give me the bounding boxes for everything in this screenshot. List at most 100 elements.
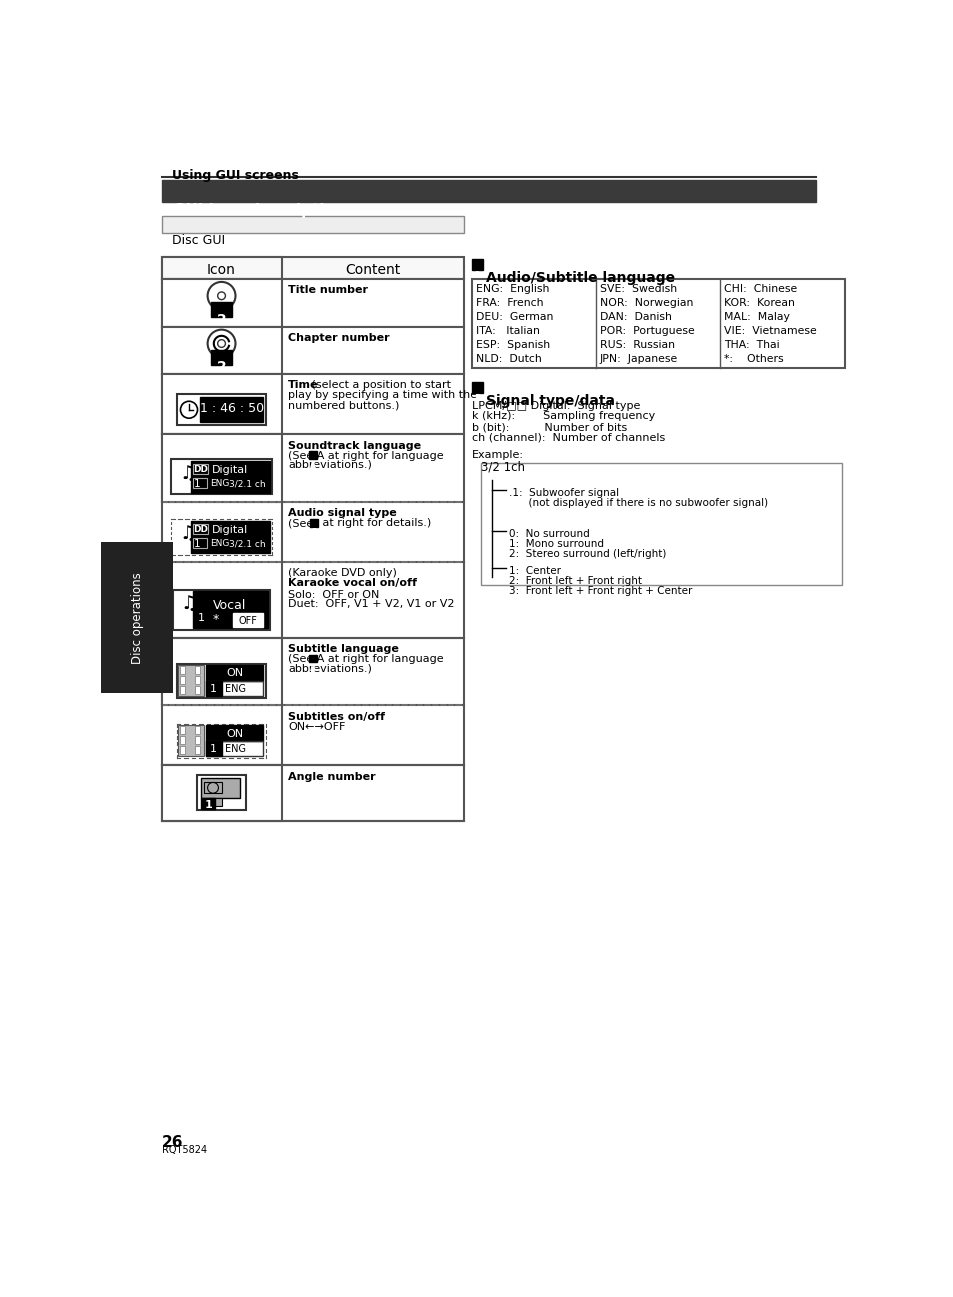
- Text: 1 : 46 : 50: 1 : 46 : 50: [199, 402, 263, 415]
- Text: k (kHz):        Sampling frequency: k (kHz): Sampling frequency: [472, 411, 655, 422]
- Text: abbreviations.): abbreviations.): [288, 663, 372, 673]
- Bar: [172, 590, 270, 630]
- Text: .1:  Subwoofer signal: .1: Subwoofer signal: [509, 488, 618, 498]
- Bar: [180, 737, 185, 744]
- Bar: [472, 259, 482, 270]
- Bar: [191, 460, 270, 493]
- Bar: [195, 726, 199, 734]
- Text: LPCM/□□ Digital:  Signal type: LPCM/□□ Digital: Signal type: [472, 401, 639, 410]
- Text: 3/2.1 ch: 3/2.1 ch: [229, 540, 266, 549]
- Text: ON: ON: [226, 668, 243, 678]
- Bar: [195, 667, 199, 674]
- Text: Content: Content: [345, 263, 400, 276]
- Text: Angle number: Angle number: [288, 772, 375, 782]
- Text: Solo:  OFF or ON: Solo: OFF or ON: [288, 590, 379, 601]
- Text: Soundtrack language: Soundtrack language: [288, 441, 421, 450]
- Text: ♫: ♫: [180, 594, 198, 612]
- Text: OFF: OFF: [238, 616, 257, 626]
- Bar: [180, 667, 185, 674]
- Text: DEU:  German: DEU: German: [476, 313, 553, 322]
- Text: Audio signal type: Audio signal type: [288, 508, 396, 519]
- Text: ENG: ENG: [210, 479, 229, 488]
- Text: Title number: Title number: [288, 285, 368, 294]
- Bar: [208, 798, 222, 805]
- Text: Vocal: Vocal: [213, 599, 247, 612]
- Text: ENG: ENG: [224, 744, 245, 754]
- Text: 1: 1: [193, 540, 200, 549]
- Text: Duet:  OFF, V1 + V2, V1 or V2: Duet: OFF, V1 + V2, V1 or V2: [288, 599, 455, 610]
- Text: NLD:  Dutch: NLD: Dutch: [476, 354, 541, 363]
- Bar: [206, 725, 263, 741]
- Text: ON: ON: [226, 729, 243, 738]
- Text: DD: DD: [193, 466, 208, 475]
- Bar: [204, 782, 221, 794]
- Text: *:    Others: *: Others: [723, 354, 782, 363]
- Text: FRA:  French: FRA: French: [476, 298, 542, 309]
- Bar: [162, 375, 464, 434]
- Text: (not displayed if there is no subwoofer signal): (not displayed if there is no subwoofer …: [509, 498, 767, 508]
- Text: Digital: Digital: [212, 466, 248, 475]
- Bar: [180, 746, 185, 754]
- Text: Karaoke vocal on/off: Karaoke vocal on/off: [288, 578, 416, 589]
- Bar: [162, 765, 282, 821]
- Bar: [196, 774, 246, 811]
- Text: 3:  Front left + Front right + Center: 3: Front left + Front right + Center: [509, 586, 692, 597]
- Bar: [201, 798, 215, 808]
- Text: 1:  Mono surround: 1: Mono surround: [509, 540, 603, 549]
- Text: 3/2 1ch: 3/2 1ch: [480, 460, 524, 473]
- Bar: [195, 737, 199, 744]
- Text: Audio/Subtitle language: Audio/Subtitle language: [485, 271, 674, 285]
- Bar: [309, 451, 316, 459]
- Bar: [162, 638, 282, 706]
- Text: Chapter number: Chapter number: [288, 333, 390, 342]
- Text: (Karaoke DVD only): (Karaoke DVD only): [288, 568, 396, 578]
- Text: Subtitles on/off: Subtitles on/off: [288, 712, 385, 721]
- Text: *: *: [213, 613, 219, 626]
- Bar: [206, 681, 263, 696]
- Bar: [176, 394, 266, 425]
- Bar: [162, 375, 282, 434]
- Text: 0:  No surround: 0: No surround: [509, 529, 589, 540]
- Text: ENG: ENG: [210, 540, 229, 549]
- Text: Disc operations: Disc operations: [131, 572, 143, 664]
- Text: Disc GUI: Disc GUI: [172, 235, 225, 248]
- Bar: [201, 778, 240, 798]
- Text: ESP:  Spanish: ESP: Spanish: [476, 340, 549, 350]
- Text: ON←→OFF: ON←→OFF: [288, 721, 345, 732]
- Text: A: A: [310, 460, 315, 470]
- Bar: [180, 726, 185, 734]
- Bar: [162, 279, 282, 327]
- Bar: [212, 302, 232, 318]
- Text: Example:: Example:: [472, 450, 523, 459]
- Text: (select a position to start: (select a position to start: [308, 380, 451, 390]
- Text: Using GUI screens: Using GUI screens: [172, 170, 298, 183]
- Text: 2: 2: [216, 313, 226, 327]
- Bar: [193, 524, 208, 534]
- Text: ch (channel):  Number of channels: ch (channel): Number of channels: [472, 433, 664, 442]
- Text: RQT5824: RQT5824: [162, 1145, 207, 1156]
- Text: ENG: ENG: [224, 684, 245, 694]
- Bar: [472, 383, 482, 393]
- Bar: [162, 180, 815, 202]
- Text: Icon: Icon: [207, 263, 235, 276]
- Text: ♫: ♫: [179, 463, 196, 482]
- Text: 1: 1: [197, 613, 204, 623]
- Text: ENG:  English: ENG: English: [476, 284, 549, 294]
- Bar: [472, 279, 844, 368]
- Text: A: A: [474, 271, 480, 280]
- Bar: [180, 686, 185, 694]
- Bar: [162, 257, 282, 279]
- Text: 3/2.1 ch: 3/2.1 ch: [229, 479, 266, 488]
- Text: Time: Time: [288, 380, 318, 390]
- Text: THA:  Thai: THA: Thai: [723, 340, 779, 350]
- Bar: [195, 676, 199, 684]
- Bar: [162, 279, 464, 327]
- Bar: [206, 681, 221, 696]
- Bar: [212, 350, 232, 364]
- Text: 2:  Front left + Front right: 2: Front left + Front right: [509, 576, 641, 586]
- Bar: [233, 613, 262, 626]
- Text: JPN:  Japanese: JPN: Japanese: [599, 354, 678, 363]
- Text: 1:  Center: 1: Center: [509, 565, 560, 576]
- Text: (See A at right for language: (See A at right for language: [288, 450, 443, 460]
- Text: (See A at right for language: (See A at right for language: [288, 654, 443, 664]
